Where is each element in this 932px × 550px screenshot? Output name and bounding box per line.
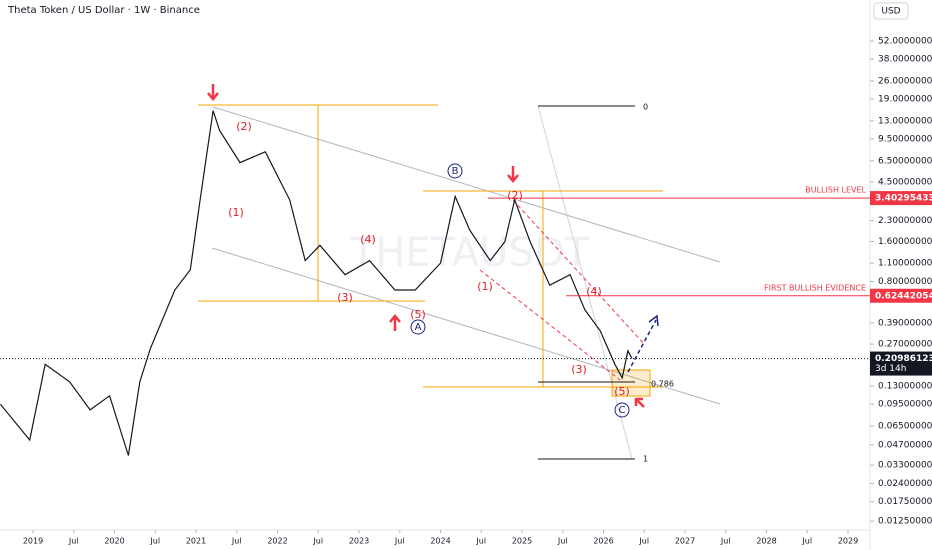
y-tick-label: 0.04700000	[878, 440, 932, 450]
level-price-box	[870, 288, 932, 303]
annotation: 0	[643, 103, 648, 112]
annotation: (1)	[228, 206, 244, 219]
y-tick-label: 0.39000000	[878, 318, 932, 328]
x-tick-label: 2025	[512, 537, 532, 546]
x-tick-label: Jul	[720, 537, 731, 546]
x-tick-label: 2021	[186, 537, 206, 546]
y-tick-label: 0.03300000	[878, 461, 932, 471]
annotation: (1)	[477, 280, 493, 293]
x-tick-label: Jul	[638, 537, 649, 546]
y-tick-label: 6.50000000	[878, 156, 932, 166]
arrow-head	[648, 314, 659, 327]
level-price: 3.40295433	[875, 194, 932, 204]
wedge-line	[512, 199, 646, 346]
price-line	[0, 110, 633, 456]
x-tick-label: 2020	[104, 537, 124, 546]
fib-diagonal	[537, 105, 633, 460]
wave-circle	[447, 163, 463, 179]
x-tick-label: 2019	[23, 537, 43, 546]
annotation: (4)	[360, 233, 376, 246]
level-label: FIRST BULLISH EVIDENCE	[764, 283, 866, 292]
down-arrow	[507, 166, 519, 183]
level-label: BULLISH LEVEL	[805, 186, 866, 195]
wave-circle	[410, 319, 426, 335]
down-arrow	[207, 84, 219, 101]
wedge-line	[479, 269, 621, 381]
target-box	[611, 369, 651, 397]
channel-line	[212, 106, 721, 263]
y-tick-label: 0.06500000	[878, 422, 932, 432]
x-tick-label: Jul	[312, 537, 323, 546]
x-tick-label: Jul	[231, 537, 242, 546]
y-tick-label: 0.01250000	[878, 517, 932, 527]
x-tick-label: Jul	[557, 537, 568, 546]
x-tick-label: Jul	[68, 537, 79, 546]
x-tick-label: Jul	[801, 537, 812, 546]
x-tick-label: 2024	[430, 537, 450, 546]
y-tick-label: 0.02400000	[878, 479, 932, 489]
x-tick-label: 2027	[675, 537, 695, 546]
up-arrow	[634, 397, 645, 408]
y-tick-label: 9.50000000	[878, 134, 932, 144]
y-tick-label: 0.01750000	[878, 497, 932, 507]
annotation: A	[415, 322, 422, 333]
y-tick-label: 0.09500000	[878, 400, 932, 410]
level-price: 0.62442054	[875, 291, 932, 301]
chart-title: Theta Token / US Dollar · 1W · Binance	[7, 5, 200, 16]
x-tick-label: 2026	[593, 537, 613, 546]
y-tick-label: 1.10000000	[878, 259, 932, 269]
y-tick-label: 1.60000000	[878, 237, 932, 247]
up-arrow	[389, 314, 401, 331]
annotation: (3)	[571, 363, 587, 376]
annotation: (3)	[337, 291, 353, 304]
annotation: B	[452, 166, 459, 177]
annotation: (5)	[410, 308, 426, 321]
x-tick-label: Jul	[149, 537, 160, 546]
currency-button[interactable]	[873, 2, 909, 20]
countdown: 3d 14h	[875, 364, 906, 374]
watermark: THETAUSDT	[350, 230, 590, 276]
y-tick-label: 0.80000000	[878, 277, 932, 287]
x-tick-label: 2029	[838, 537, 858, 546]
projection-arrow	[627, 319, 657, 373]
annotation: (4)	[586, 285, 602, 298]
y-tick-label: 0.27000000	[878, 340, 932, 350]
annotation: (5)	[614, 385, 630, 398]
annotation: 0.786	[651, 380, 674, 389]
channel-line	[211, 247, 721, 405]
x-tick-label: Jul	[394, 537, 405, 546]
annotation: 1	[643, 455, 648, 464]
x-tick-label: Jul	[475, 537, 486, 546]
annotation: (2)	[507, 189, 523, 202]
level-price-box	[870, 191, 932, 206]
annotation: C	[619, 405, 626, 416]
x-tick-label: 2028	[756, 537, 776, 546]
y-tick-label: 4.50000000	[878, 177, 932, 187]
drawings	[198, 84, 721, 460]
y-tick-label: 2.30000000	[878, 216, 932, 226]
annotation: (2)	[236, 120, 252, 133]
x-tick-label: 2023	[349, 537, 369, 546]
x-tick-label: 2022	[267, 537, 287, 546]
wave-circle	[614, 402, 630, 418]
last-price-box	[870, 351, 932, 376]
currency[interactable]: USD	[881, 7, 900, 17]
y-tick-label: 0.13000000	[878, 382, 932, 392]
last-price: 0.20986123	[875, 354, 932, 364]
